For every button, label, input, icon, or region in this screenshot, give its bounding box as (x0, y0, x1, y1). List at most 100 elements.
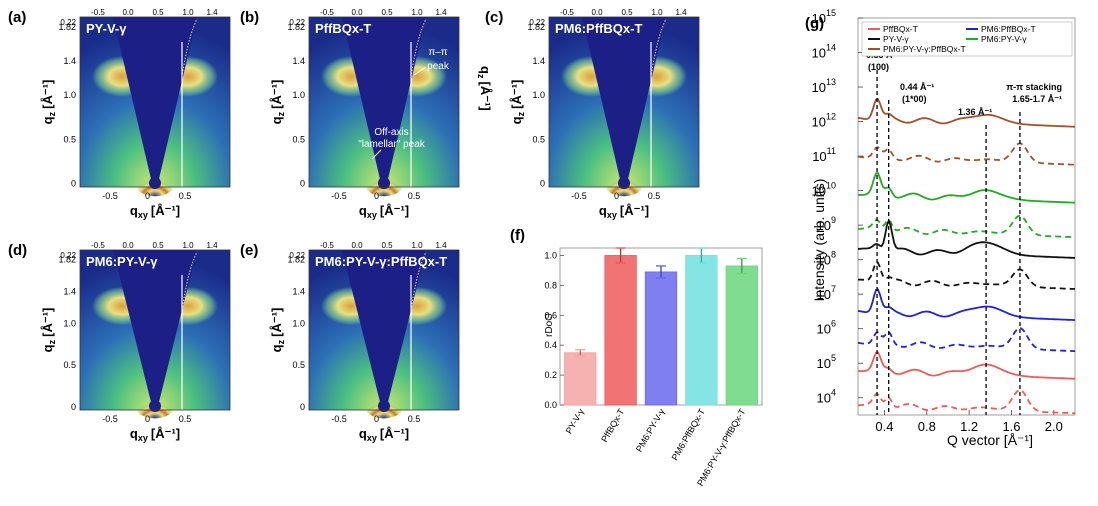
y-tick-base: 10 (812, 115, 826, 130)
giwaxs-xlabel: qxy [Å⁻¹] (359, 203, 409, 220)
giwaxs-xlabel-sub: xy (138, 433, 148, 443)
y-tick-exp: 9 (831, 215, 836, 225)
giwaxs-panel-e: (e) PM6:PY-V-γ:PffBQx-T -0.5 0 0.5 -0.5 0.0 0.5… (240, 241, 460, 443)
giwaxs-y-tick-label: 1.0 (292, 90, 305, 100)
bar-chart-y-tick-label: 0.0 (544, 400, 557, 410)
giwaxs-missing-wedge (342, 17, 426, 179)
giwaxs-top-tick-label: 1.4 (206, 8, 218, 17)
giwaxs-xlabel-unit: [Å⁻¹] (151, 203, 180, 218)
giwaxs-ylabel: qz [Å⁻¹] (509, 80, 526, 125)
y-tick-exp: 6 (831, 319, 836, 329)
line-chart-y-tick-label: 105 (817, 353, 836, 371)
giwaxs-top-tick-label: 0.5 (152, 241, 164, 250)
legend-label-1: PM6:PffBQx-T (981, 24, 1036, 34)
giwaxs-top-tick-label: -0.5 (320, 8, 334, 17)
giwaxs-top-tick-label: 1.4 (435, 241, 447, 250)
legend-label-4: PM6:PY-V-γ:PffBQx-T (883, 44, 966, 54)
line-chart-frame (857, 17, 1076, 416)
giwaxs-top-tick-label: -0.5 (560, 8, 574, 17)
line-chart-y-tick-label: 1012 (812, 112, 836, 130)
line-chart-y-tick-label: 106 (817, 319, 836, 337)
giwaxs-x-tick-label: 0 (145, 191, 150, 201)
giwaxs-panel-d: (d) PM6:PY-V-γ -0.5 0 0.5 -0.5 0.0 0.5 1.0 1.4 0 0.… (8, 241, 231, 443)
giwaxs-top-tick-label: 1.4 (675, 8, 687, 17)
line-chart-y-tick-label: 104 (817, 388, 836, 406)
giwaxs-x-tick-label: -0.5 (331, 191, 347, 201)
giwaxs-ylabel-q: q (509, 116, 524, 124)
series-line-8 (857, 351, 1076, 380)
bar-chart-y-tick-label: 0.6 (544, 310, 557, 320)
giwaxs-x-tick-label: 0 (374, 191, 379, 201)
giwaxs-top-tick-label: 0.5 (152, 8, 164, 17)
giwaxs-xlabel: qxy [Å⁻¹] (130, 203, 180, 220)
giwaxs-y-tick-extra: 0.22 (289, 18, 305, 27)
y-tick-base: 10 (812, 11, 826, 26)
bar-4 (725, 265, 758, 406)
giwaxs-xlabel-q: q (359, 426, 367, 441)
bar-chart-marks: 0.0 0.2 0.4 0.6 0.8 1.0 PY-V-γ PffBQx-T PM6:PY-V… (544, 247, 763, 488)
giwaxs-x-tick-label: -0.5 (571, 191, 587, 201)
giwaxs-panel-b: (b) PffBQx-T -0.5 0 0.5 -0.5 0.0 0.5 1.0 1.4 0 0.5 1… (240, 8, 460, 220)
annotation-arrow-pipi (413, 66, 427, 76)
y-tick-base: 10 (817, 253, 831, 268)
annotation-arrow-lamellar (371, 149, 382, 160)
giwaxs-ylabel: qz [Å⁻¹] (40, 308, 57, 353)
giwaxs-ylabel-sub: z (47, 111, 57, 116)
giwaxs-missing-wedge (113, 17, 197, 179)
giwaxs-y-tick-label: 0.5 (63, 134, 76, 144)
giwaxs-panel-title: PM6:PffBQx-T (555, 21, 642, 36)
giwaxs-y-tick-label: 0 (71, 179, 76, 189)
giwaxs-x-tick-label: 0.5 (408, 191, 421, 201)
giwaxs-xlabel: qxy [Å⁻¹] (359, 426, 409, 443)
line-chart-x-tick-label: 2.0 (1045, 419, 1063, 434)
giwaxs-ylabel-q: q (269, 344, 284, 352)
giwaxs-x-tick-label: -0.5 (331, 414, 347, 424)
giwaxs-y-tick-label: 1.82 (58, 22, 76, 32)
giwaxs-panel-title: PffBQx-T (315, 21, 371, 36)
giwaxs-x-tick-label: 0.5 (179, 414, 192, 424)
giwaxs-xlabel-unit: [Å⁻¹] (380, 203, 409, 218)
giwaxs-mirror-ylabel-q: q (478, 66, 493, 74)
giwaxs-ylabel-sub: z (276, 339, 286, 344)
line-chart-y-tick-label: 1011 (812, 146, 836, 164)
giwaxs-mirror-ylabel: qz [Å⁻¹] (476, 66, 493, 111)
giwaxs-ylabel: qz [Å⁻¹] (269, 308, 286, 353)
line-chart-y-tick-label: 109 (817, 215, 836, 233)
giwaxs-xlabel-q: q (599, 203, 607, 218)
giwaxs-y-tick-label: 0 (300, 179, 305, 189)
giwaxs-xlabel: qxy [Å⁻¹] (130, 426, 180, 443)
giwaxs-ylabel-sub: z (516, 111, 526, 116)
giwaxs-panel-title: PM6:PY-V-γ:PffBQx-T (315, 254, 447, 269)
y-tick-base: 10 (812, 80, 826, 95)
giwaxs-y-tick-label: 0 (300, 402, 305, 412)
giwaxs-top-tick-label: 0.0 (122, 8, 134, 17)
giwaxs-y-tick-extra: 0.22 (60, 18, 76, 27)
y-tick-exp: 13 (826, 77, 836, 87)
giwaxs-arc-path (410, 18, 427, 78)
bar-chart-y-tick-label: 0.2 (544, 370, 557, 380)
line-chart-y-tick-label: 108 (817, 250, 836, 268)
giwaxs-top-tick-label: 1.0 (411, 241, 423, 250)
giwaxs-top-tick-label: 1.0 (182, 241, 194, 250)
giwaxs-ylabel-unit: [Å⁻¹] (269, 80, 284, 109)
giwaxs-top-tick-label: -0.5 (91, 8, 105, 17)
giwaxs-ylabel-unit: [Å⁻¹] (509, 80, 524, 109)
giwaxs-y-tick-label: 1.82 (527, 22, 545, 32)
line-chart-x-tick-label: 1.6 (1002, 419, 1020, 434)
giwaxs-y-tick-label: 1.82 (287, 255, 305, 265)
giwaxs-xlabel-q: q (130, 426, 138, 441)
bar-category-label-0: PY-V-γ (564, 407, 587, 436)
giwaxs-x-tick-label: 0 (145, 414, 150, 424)
giwaxs-top-tick-label: -0.5 (91, 241, 105, 250)
giwaxs-top-tick-label: 1.0 (182, 8, 194, 17)
giwaxs-ylabel-q: q (40, 116, 55, 124)
giwaxs-y-tick-label: 1.4 (63, 56, 76, 66)
giwaxs-xlabel-unit: [Å⁻¹] (620, 203, 649, 218)
giwaxs-y-tick-label: 1.82 (58, 255, 76, 265)
bar-chart-y-tick-label: 0.4 (544, 340, 557, 350)
y-tick-exp: 7 (831, 284, 836, 294)
annotation-offaxis: Off-axis (374, 127, 408, 138)
giwaxs-missing-wedge (113, 250, 197, 402)
giwaxs-top-tick-label: 0.5 (381, 241, 393, 250)
